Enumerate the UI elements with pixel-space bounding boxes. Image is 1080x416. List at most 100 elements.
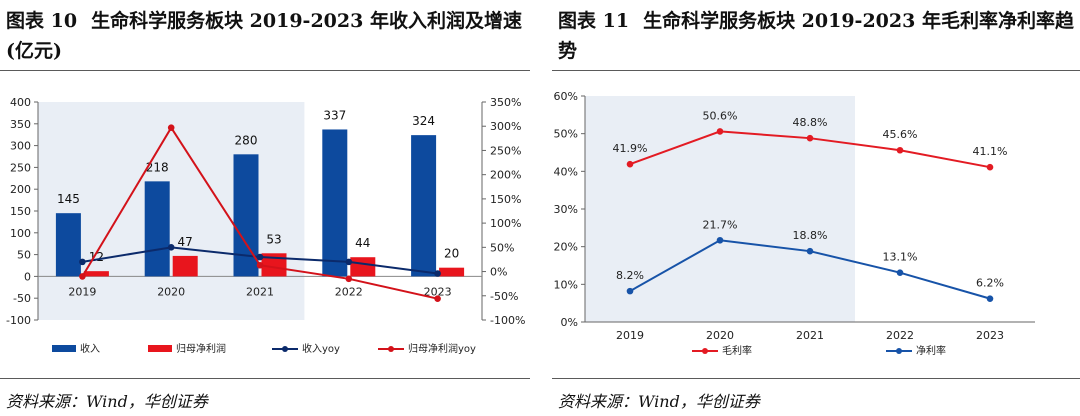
x-tick-label: 2020 [157,285,185,298]
y-tick-label: 0% [561,316,578,329]
right-source-rule [552,378,1080,379]
revenue-data-label: 218 [146,160,169,174]
x-tick-label: 2019 [68,285,96,298]
left-figure-label: 图表 10 [6,10,78,32]
legend-swatch [148,345,172,352]
profit-bar [83,271,109,277]
left-figure-title: 图表 10 生命科学服务板块 2019-2023 年收入利润及增速(亿元) [6,6,524,66]
gross-margin-data-label: 45.6% [883,128,918,141]
gross-margin-point [716,128,724,135]
gross-margin-point [806,134,814,142]
x-tick-label: 2021 [246,285,274,298]
revenue-bar [411,135,437,277]
left-y-tick-label: 350 [10,118,31,131]
left-figure-title-text: 生命科学服务板块 2019-2023 年收入利润及增速(亿元) [6,10,522,62]
profit-yoy-point [79,273,86,280]
right-chart: 0% 10% 20% 30% 40% 50% 60% 2019 2020 2021 2022 2023… [554,90,1035,357]
left-y-tick-label: 0 [24,270,31,283]
left-y-tick-label: 200 [10,183,31,196]
net-margin-data-label: 8.2% [616,269,644,282]
left-y-tick-label: 50 [17,249,31,262]
profit-yoy-point [256,261,264,269]
right-y-tick-label: 200% [490,169,521,182]
profit-data-label: 53 [266,232,281,246]
gross-margin-data-label: 41.1% [973,145,1008,158]
x-tick-label: 2021 [796,329,824,342]
right-figure: 图表 11 生命科学服务板块 2019-2023 年毛利率净利率趋势 0% 10% 2… [552,0,1080,416]
y-tick-label: 40% [554,165,578,178]
revenue-yoy-point [345,258,353,266]
revenue-yoy-point [79,258,86,266]
x-tick-label: 2019 [616,329,644,342]
legend-marker [282,346,288,352]
profit-yoy-point [167,124,175,131]
profit-yoy-point [345,275,353,283]
left-y-tick-label: 250 [10,161,31,174]
left-title-rule [0,70,530,71]
right-figure-title-text: 生命科学服务板块 2019-2023 年毛利率净利率趋势 [558,10,1074,62]
profit-bar [172,255,198,277]
legend-marker [388,346,394,352]
gross-margin-point [626,160,634,168]
legend-label: 净利率 [916,344,946,357]
legend-label: 毛利率 [722,344,752,357]
profit-yoy-point [434,295,441,302]
legend-label: 收入 [80,342,100,355]
legend-swatch [52,345,76,352]
right-y-tick-label: 150% [490,193,521,206]
legend-label: 归母净利润yoy [408,342,476,355]
right-source: 资料来源：Wind，华创证券 [558,392,760,411]
net-margin-data-label: 18.8% [793,229,828,242]
right-y-tick-label: 50% [490,241,514,254]
right-y-tick-label: -50% [490,290,518,303]
revenue-bar [55,213,81,277]
left-y-tick-label: 100 [10,227,31,240]
net-margin-point [716,236,724,244]
y-tick-label: 50% [554,128,578,141]
y-tick-label: 60% [554,90,578,103]
net-margin-point [896,269,904,276]
revenue-data-label: 280 [235,133,258,147]
profit-data-label: 44 [355,236,370,250]
left-y-tick-label: -50 [13,292,31,305]
x-tick-label: 2022 [886,329,914,342]
right-figure-title: 图表 11 生命科学服务板块 2019-2023 年毛利率净利率趋势 [558,6,1074,66]
net-margin-data-label: 13.1% [883,251,918,264]
right-y-tick-label: 100% [490,217,521,230]
gross-margin-data-label: 48.8% [793,116,828,129]
legend-marker [896,348,902,354]
revenue-yoy-point [434,270,441,277]
right-y-tick-label: 0% [490,266,507,279]
profit-data-label: 20 [444,247,459,261]
right-y-tick-label: 350% [490,96,521,109]
legend-marker [702,348,708,354]
profit-bar [350,257,376,277]
legend-label: 收入yoy [302,342,340,355]
revenue-bar [322,129,348,277]
y-tick-label: 20% [554,241,578,254]
right-y-tick-label: 300% [490,120,521,133]
left-y-tick-label: -100 [6,314,31,327]
y-tick-label: 10% [554,278,578,291]
revenue-data-label: 324 [412,114,435,128]
left-y-tick-label: 300 [10,140,31,153]
gross-margin-data-label: 41.9% [613,142,648,155]
gross-margin-point [896,146,904,154]
revenue-yoy-point [256,253,264,261]
revenue-bar [144,181,170,277]
revenue-yoy-point [167,244,175,251]
x-tick-label: 2020 [706,329,734,342]
left-source: 资料来源：Wind，华创证券 [6,392,208,411]
net-margin-point [986,295,994,302]
highlight-band [38,102,305,320]
left-source-rule [0,378,530,379]
revenue-data-label: 337 [323,108,346,122]
profit-bar [439,267,465,277]
gross-margin-data-label: 50.6% [703,109,738,122]
revenue-data-label: 145 [57,192,80,206]
left-figure: 图表 10 生命科学服务板块 2019-2023 年收入利润及增速(亿元) -10… [0,0,530,416]
right-title-rule [552,70,1080,71]
x-tick-label: 2022 [335,285,363,298]
x-tick-label: 2023 [976,329,1004,342]
x-tick-label: 2023 [424,285,452,298]
